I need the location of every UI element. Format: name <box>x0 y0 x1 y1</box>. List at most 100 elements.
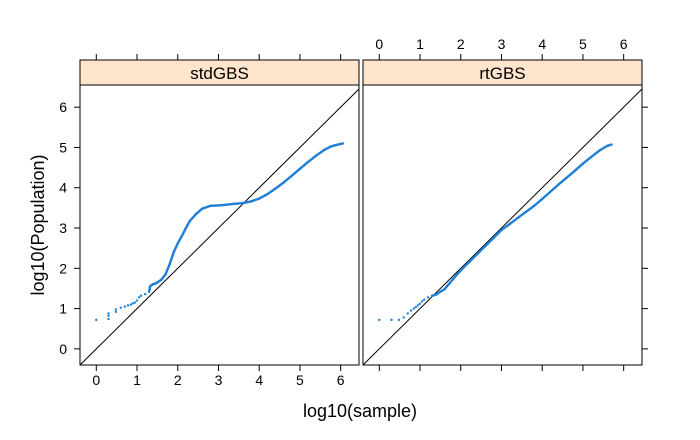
point-trace-rtgbs <box>557 176 568 186</box>
point-trace-rtgbs <box>573 162 585 173</box>
point-trace-rtgbs <box>500 222 511 232</box>
point-trace-stdgbs <box>164 263 171 276</box>
point-trace-rtgbs <box>581 155 593 165</box>
data-point-stdgbs <box>129 303 133 306</box>
y-tick-label: 0 <box>59 341 67 357</box>
data-point-stdgbs <box>131 302 135 305</box>
point-trace-stdgbs <box>249 197 261 203</box>
point-trace-rtgbs <box>483 236 495 248</box>
y-tick-label: 2 <box>59 260 67 276</box>
data-point-rtgbs <box>414 305 418 309</box>
x-tick-label-bottom: 5 <box>296 372 304 388</box>
x-tick-label-top: 4 <box>538 36 546 52</box>
point-trace-rtgbs <box>459 261 471 272</box>
data-point-rtgbs <box>420 300 424 303</box>
reference-line-rtgbs <box>362 88 643 366</box>
data-point-rtgbs <box>416 304 420 307</box>
x-tick-label-top: 0 <box>375 36 383 52</box>
x-tick-label-top: 2 <box>457 36 465 52</box>
data-point-rtgbs <box>426 296 430 299</box>
strip-rtgbs <box>362 59 643 86</box>
x-tick-label-top: 3 <box>498 36 506 52</box>
point-trace-stdgbs <box>180 226 188 238</box>
point-trace-rtgbs <box>589 149 601 159</box>
point-trace-stdgbs <box>168 250 175 266</box>
point-trace-stdgbs <box>188 212 198 222</box>
point-trace-stdgbs <box>315 148 326 157</box>
x-axis-title: log10(sample) <box>303 401 417 421</box>
x-tick-label-bottom: 3 <box>215 372 223 388</box>
y-tick-label: 4 <box>59 180 67 196</box>
plot-area-stdgbs <box>79 84 360 366</box>
x-tick-label-bottom: 4 <box>255 372 263 388</box>
reference-line-stdgbs <box>79 88 360 366</box>
point-trace-stdgbs <box>176 234 184 245</box>
strip-label-rtgbs: rtGBS <box>479 64 525 83</box>
data-point-stdgbs <box>95 318 98 322</box>
data-point-rtgbs <box>422 298 426 301</box>
x-tick-label-bottom: 0 <box>92 372 100 388</box>
x-tick-label-bottom: 6 <box>337 372 345 388</box>
point-trace-stdgbs <box>172 242 179 254</box>
data-point-stdgbs <box>123 305 127 308</box>
strip-stdgbs <box>79 59 360 86</box>
point-trace-stdgbs <box>290 167 302 177</box>
y-tick-label: 5 <box>59 139 67 155</box>
data-point-stdgbs <box>114 310 118 314</box>
plot-area-rtgbs <box>362 84 643 366</box>
data-point-stdgbs <box>133 301 137 304</box>
point-trace-stdgbs <box>282 174 293 184</box>
point-trace-rtgbs <box>492 228 503 240</box>
point-trace-stdgbs <box>225 202 236 206</box>
y-tick-label: 3 <box>59 220 67 236</box>
data-point-rtgbs <box>406 312 410 315</box>
data-point-rtgbs <box>390 318 393 322</box>
y-tick-label: 1 <box>59 301 67 317</box>
data-point-stdgbs <box>107 314 110 318</box>
data-point-rtgbs <box>378 318 381 322</box>
point-trace-rtgbs <box>508 216 519 226</box>
data-point-rtgbs <box>402 316 405 319</box>
x-tick-label-bottom: 2 <box>174 372 182 388</box>
point-trace-stdgbs <box>274 181 285 190</box>
point-trace-rtgbs <box>549 183 560 193</box>
data-point-stdgbs <box>341 142 344 145</box>
point-trace-rtgbs <box>532 197 544 208</box>
strip-label-stdgbs: stdGBS <box>190 64 249 83</box>
point-trace-stdgbs <box>298 160 310 170</box>
point-trace-stdgbs <box>333 142 344 147</box>
point-trace-stdgbs <box>258 192 269 200</box>
y-axis-title: log10(Population) <box>28 154 48 295</box>
data-point-rtgbs <box>610 143 613 146</box>
point-trace-stdgbs <box>194 207 204 216</box>
data-point-stdgbs <box>126 304 130 307</box>
point-trace-rtgbs <box>475 244 487 256</box>
data-point-stdgbs <box>139 294 143 297</box>
data-point-stdgbs <box>107 312 110 315</box>
point-trace-stdgbs <box>306 154 318 164</box>
y-tick-label: 6 <box>59 99 67 115</box>
point-trace-rtgbs <box>565 169 576 179</box>
data-point-stdgbs <box>107 317 110 321</box>
data-point-stdgbs <box>137 296 141 299</box>
point-trace-stdgbs <box>241 200 253 205</box>
point-trace-stdgbs <box>233 201 245 206</box>
point-trace-rtgbs <box>451 269 462 281</box>
point-trace-stdgbs <box>184 219 192 230</box>
x-tick-label-top: 6 <box>620 36 628 52</box>
point-trace-stdgbs <box>200 204 212 210</box>
x-tick-label-top: 5 <box>579 36 587 52</box>
point-trace-stdgbs <box>217 203 228 207</box>
data-point-rtgbs <box>409 309 413 312</box>
data-point-stdgbs <box>119 306 122 309</box>
data-point-rtgbs <box>418 302 422 305</box>
panel-rtgbs: rtGBS <box>362 59 643 366</box>
point-trace-rtgbs <box>516 210 528 220</box>
data-point-stdgbs <box>143 292 147 296</box>
chart-marks: 0 1 2 3 4 5 6 0 1 2 3 4 5 6 0 1 2 3 4 5 6 <box>59 36 648 388</box>
data-point-stdgbs <box>135 299 139 302</box>
data-point-rtgbs <box>397 318 401 322</box>
data-point-stdgbs <box>114 308 118 311</box>
x-tick-label-top: 1 <box>416 36 424 52</box>
